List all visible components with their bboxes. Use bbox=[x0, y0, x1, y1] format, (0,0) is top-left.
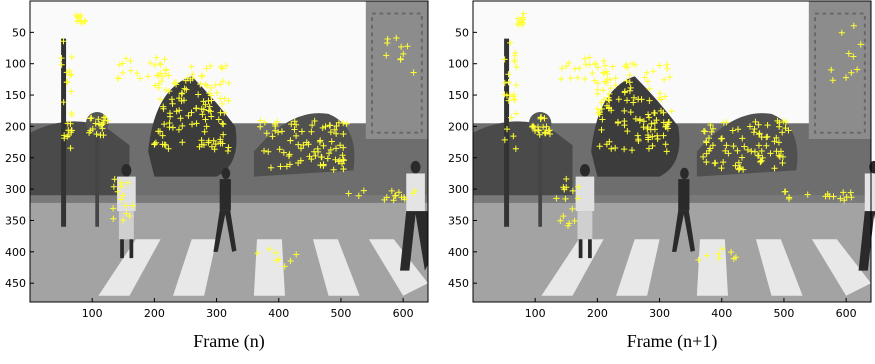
y-tick-label: 250 bbox=[5, 152, 26, 165]
caption: Frame (n+1) bbox=[627, 331, 718, 352]
y-tick-label: 150 bbox=[5, 89, 26, 102]
y-tick-label: 250 bbox=[448, 152, 469, 165]
caption: Frame (n) bbox=[193, 331, 264, 352]
y-tick-label: 100 bbox=[5, 58, 26, 71]
x-tick-label: 600 bbox=[393, 307, 414, 320]
y-tick-label: 50 bbox=[12, 26, 26, 39]
y-tick-label: 100 bbox=[448, 58, 469, 71]
x-tick-label: 200 bbox=[144, 307, 165, 320]
y-tick-label: 200 bbox=[448, 120, 469, 133]
x-tick-label: 300 bbox=[649, 307, 670, 320]
panels: 100 200 300 400 500 600 50 100 150 200 250 300 350 40… bbox=[5, 1, 875, 352]
figure: 100 200 300 400 500 600 50 100 150 200 250 300 350 40… bbox=[0, 0, 875, 359]
x-tick-label: 100 bbox=[82, 307, 103, 320]
y-tick-label: 300 bbox=[448, 183, 469, 196]
y-tick-label: 200 bbox=[5, 120, 26, 133]
y-tick-label: 400 bbox=[448, 246, 469, 259]
y-tick-label: 450 bbox=[448, 277, 469, 290]
x-tick-label: 400 bbox=[268, 307, 289, 320]
y-tick-label: 350 bbox=[5, 214, 26, 227]
y-tick-label: 350 bbox=[448, 214, 469, 227]
y-tick-label: 50 bbox=[455, 26, 469, 39]
y-tick-label: 150 bbox=[448, 89, 469, 102]
scene bbox=[30, 1, 428, 302]
x-tick-label: 100 bbox=[525, 307, 546, 320]
scene bbox=[473, 1, 871, 302]
y-tick-label: 400 bbox=[5, 246, 26, 259]
x-tick-label: 500 bbox=[330, 307, 351, 320]
x-tick-label: 600 bbox=[836, 307, 857, 320]
frame-image bbox=[30, 1, 428, 302]
panel: 100 200 300 400 500 600 50 100 150 200 250 300 350 40… bbox=[5, 1, 428, 352]
panel: 100 200 300 400 500 600 50 100 150 200 250 300 350 40… bbox=[448, 1, 875, 352]
x-tick-label: 200 bbox=[587, 307, 608, 320]
y-tick-label: 300 bbox=[5, 183, 26, 196]
x-tick-label: 500 bbox=[773, 307, 794, 320]
y-tick-label: 450 bbox=[5, 277, 26, 290]
x-tick-label: 300 bbox=[206, 307, 227, 320]
frame-image bbox=[473, 1, 875, 302]
x-tick-label: 400 bbox=[711, 307, 732, 320]
